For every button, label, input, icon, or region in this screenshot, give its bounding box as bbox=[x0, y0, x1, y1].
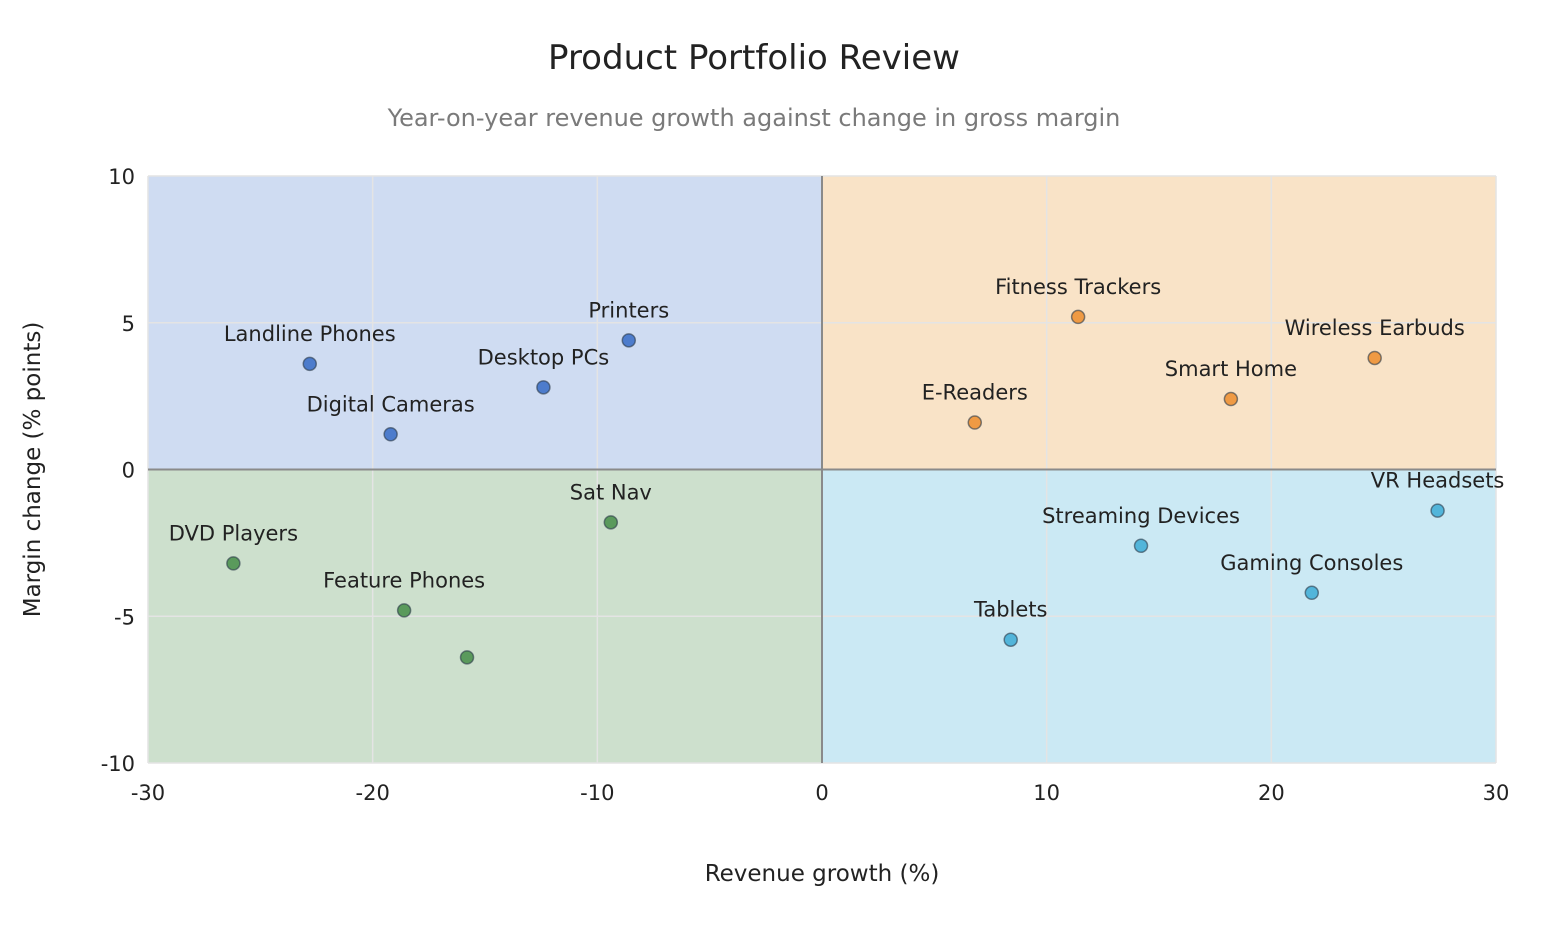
point-label: Smart Home bbox=[1165, 357, 1297, 381]
point-label: Streaming Devices bbox=[1042, 504, 1240, 528]
x-tick-label: -10 bbox=[580, 781, 614, 805]
x-axis-label: Revenue growth (%) bbox=[705, 861, 940, 887]
data-point bbox=[302, 356, 318, 372]
data-point bbox=[1070, 309, 1086, 325]
chart-title: Product Portfolio Review bbox=[548, 38, 960, 78]
x-tick-label: 0 bbox=[815, 781, 828, 805]
tick-labels: -30 -20 -10 0 10 20 30 -10 -5 0 5 10 bbox=[101, 165, 1510, 805]
y-tick-label: 0 bbox=[122, 459, 135, 483]
point-label: Tablets bbox=[973, 598, 1047, 622]
point-label: Wireless Earbuds bbox=[1285, 316, 1465, 340]
x-tick-label: -30 bbox=[131, 781, 165, 805]
x-tick-label: 30 bbox=[1483, 781, 1510, 805]
data-point bbox=[621, 333, 637, 348]
x-tick-label: -20 bbox=[356, 781, 390, 805]
x-tick-label: 10 bbox=[1033, 781, 1060, 805]
y-tick-label: 10 bbox=[108, 165, 135, 189]
y-tick-label: -5 bbox=[114, 605, 135, 629]
zero-axes bbox=[148, 176, 1496, 763]
data-point bbox=[226, 556, 241, 571]
point-label: Printers bbox=[588, 298, 669, 322]
data-point bbox=[396, 603, 412, 618]
data-point bbox=[1003, 632, 1018, 647]
data-point bbox=[459, 650, 475, 665]
point-label: VR Headsets bbox=[1371, 469, 1505, 493]
point-label: Gaming Consoles bbox=[1220, 551, 1403, 575]
point-label: Fitness Trackers bbox=[995, 275, 1161, 299]
chart-subtitle: Year-on-year revenue growth against chan… bbox=[387, 104, 1121, 132]
point-label: E-Readers bbox=[922, 381, 1028, 405]
data-point bbox=[1223, 391, 1239, 407]
point-label: Digital Cameras bbox=[307, 392, 475, 416]
data-point bbox=[1430, 503, 1445, 518]
point-label: DVD Players bbox=[169, 521, 298, 545]
point-label: Feature Phones bbox=[323, 568, 485, 592]
data-point bbox=[1304, 585, 1320, 601]
data-point bbox=[967, 415, 983, 430]
point-label: Sat Nav bbox=[570, 480, 652, 504]
x-tick-label: 20 bbox=[1258, 781, 1285, 805]
point-label: Landline Phones bbox=[224, 322, 396, 346]
data-point bbox=[536, 380, 551, 395]
point-label: Desktop PCs bbox=[478, 345, 610, 369]
y-axis-label: Margin change (% points) bbox=[20, 322, 46, 618]
y-tick-label: 5 bbox=[122, 312, 135, 336]
data-points bbox=[226, 309, 1445, 665]
data-point bbox=[1133, 538, 1149, 554]
data-point bbox=[603, 515, 619, 530]
data-point bbox=[1367, 350, 1382, 366]
data-point bbox=[383, 427, 398, 442]
y-tick-label: -10 bbox=[101, 752, 135, 776]
